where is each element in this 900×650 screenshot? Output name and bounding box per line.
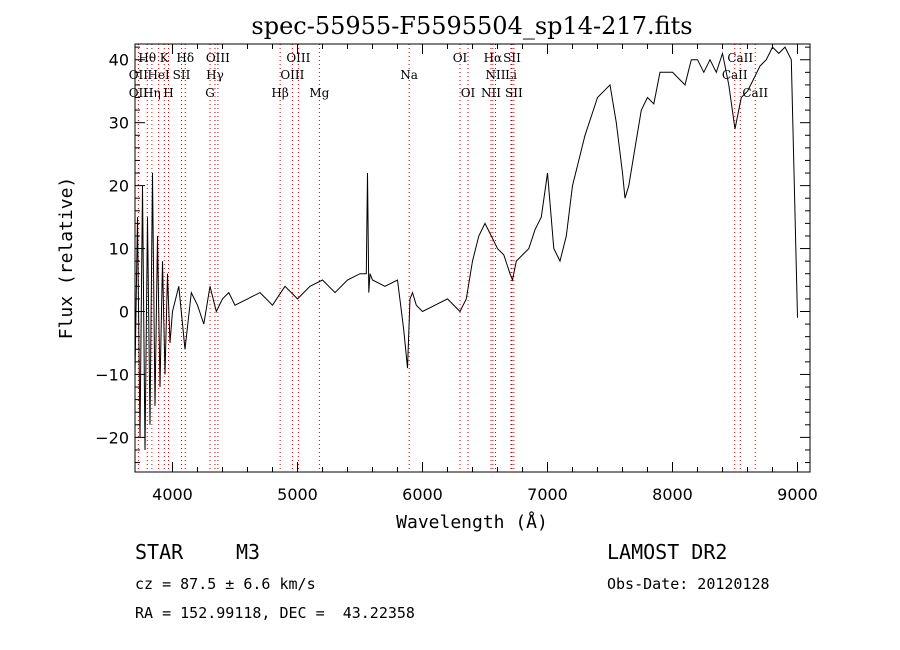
y-tick-label: 0 bbox=[119, 303, 129, 322]
coordinates: RA = 152.99118, DEC = 43.22358 bbox=[135, 604, 415, 622]
y-tick-label: 30 bbox=[109, 114, 129, 133]
line-annotation-label: Hγ bbox=[206, 68, 224, 82]
line-annotation-label: Hα bbox=[484, 51, 503, 65]
series-line bbox=[134, 46, 798, 451]
y-tick-label: 20 bbox=[109, 177, 129, 196]
y-tick-label: 10 bbox=[109, 240, 129, 259]
redshift-readout: cz = 87.5 ± 6.6 km/s bbox=[135, 575, 316, 593]
line-annotation-label: NII bbox=[486, 68, 506, 82]
line-annotation-label: SII bbox=[173, 68, 191, 82]
plot-frame bbox=[134, 43, 811, 473]
line-annotation-label: H bbox=[163, 86, 173, 100]
y-tick-label: −10 bbox=[95, 365, 129, 384]
x-tick-label: 9000 bbox=[777, 485, 818, 504]
line-annotation-label: OI bbox=[461, 86, 476, 100]
line-annotation-label: CaII bbox=[742, 86, 768, 100]
chart-title: spec-55955-F5595504_sp14-217.fits bbox=[251, 12, 692, 40]
line-annotation-label: OIII bbox=[206, 51, 230, 65]
line-annotation-label: Hβ bbox=[271, 86, 288, 100]
axis-ticks: 4000 5000 6000 7000 8000 9000 −20 −10 0 10 20 30 40 bbox=[95, 44, 818, 504]
obs-date: Obs-Date: 20120128 bbox=[607, 575, 770, 593]
survey-name: LAMOST DR2 bbox=[607, 540, 728, 564]
x-tick-label: 6000 bbox=[402, 485, 443, 504]
line-annotation-label: OIII bbox=[286, 51, 310, 65]
spectrum-series bbox=[134, 46, 798, 451]
x-tick-label: 4000 bbox=[152, 485, 193, 504]
line-annotation-label: CaII bbox=[722, 68, 748, 82]
x-tick-label: 5000 bbox=[277, 485, 318, 504]
line-annotation-label: G bbox=[205, 86, 215, 100]
line-annotation-label: OIII bbox=[280, 68, 304, 82]
object-subclass: M3 bbox=[236, 540, 261, 564]
y-tick-label: 40 bbox=[109, 51, 129, 70]
line-annotation-label: Hθ bbox=[138, 51, 156, 65]
line-annotation-label: CaII bbox=[727, 51, 753, 65]
x-tick-label: 8000 bbox=[652, 485, 693, 504]
line-annotation-label: OI bbox=[453, 51, 468, 65]
line-annotation-label: K bbox=[160, 51, 170, 65]
line-annotation-label: Mg bbox=[309, 86, 329, 100]
line-annotation-label: NII bbox=[481, 86, 501, 100]
y-tick-label: −20 bbox=[95, 428, 129, 447]
line-annotation-label: OII bbox=[129, 68, 149, 82]
line-annotation-label: Hδ bbox=[176, 51, 194, 65]
line-annotation-label: SII bbox=[503, 51, 521, 65]
line-markers bbox=[137, 44, 756, 472]
object-class: STAR bbox=[135, 540, 184, 564]
x-axis-label: Wavelength (Å) bbox=[396, 511, 548, 533]
x-tick-label: 7000 bbox=[527, 485, 568, 504]
line-annotation-label: OII bbox=[129, 86, 149, 100]
line-annotation-label: SII bbox=[505, 86, 523, 100]
line-annotation-label: Li bbox=[505, 68, 517, 82]
line-annotation-label: Hη bbox=[143, 86, 161, 100]
line-annotation-label: HeI bbox=[147, 68, 170, 82]
y-axis-label: Flux (relative) bbox=[56, 177, 77, 340]
line-annotation-label: Na bbox=[400, 68, 418, 82]
